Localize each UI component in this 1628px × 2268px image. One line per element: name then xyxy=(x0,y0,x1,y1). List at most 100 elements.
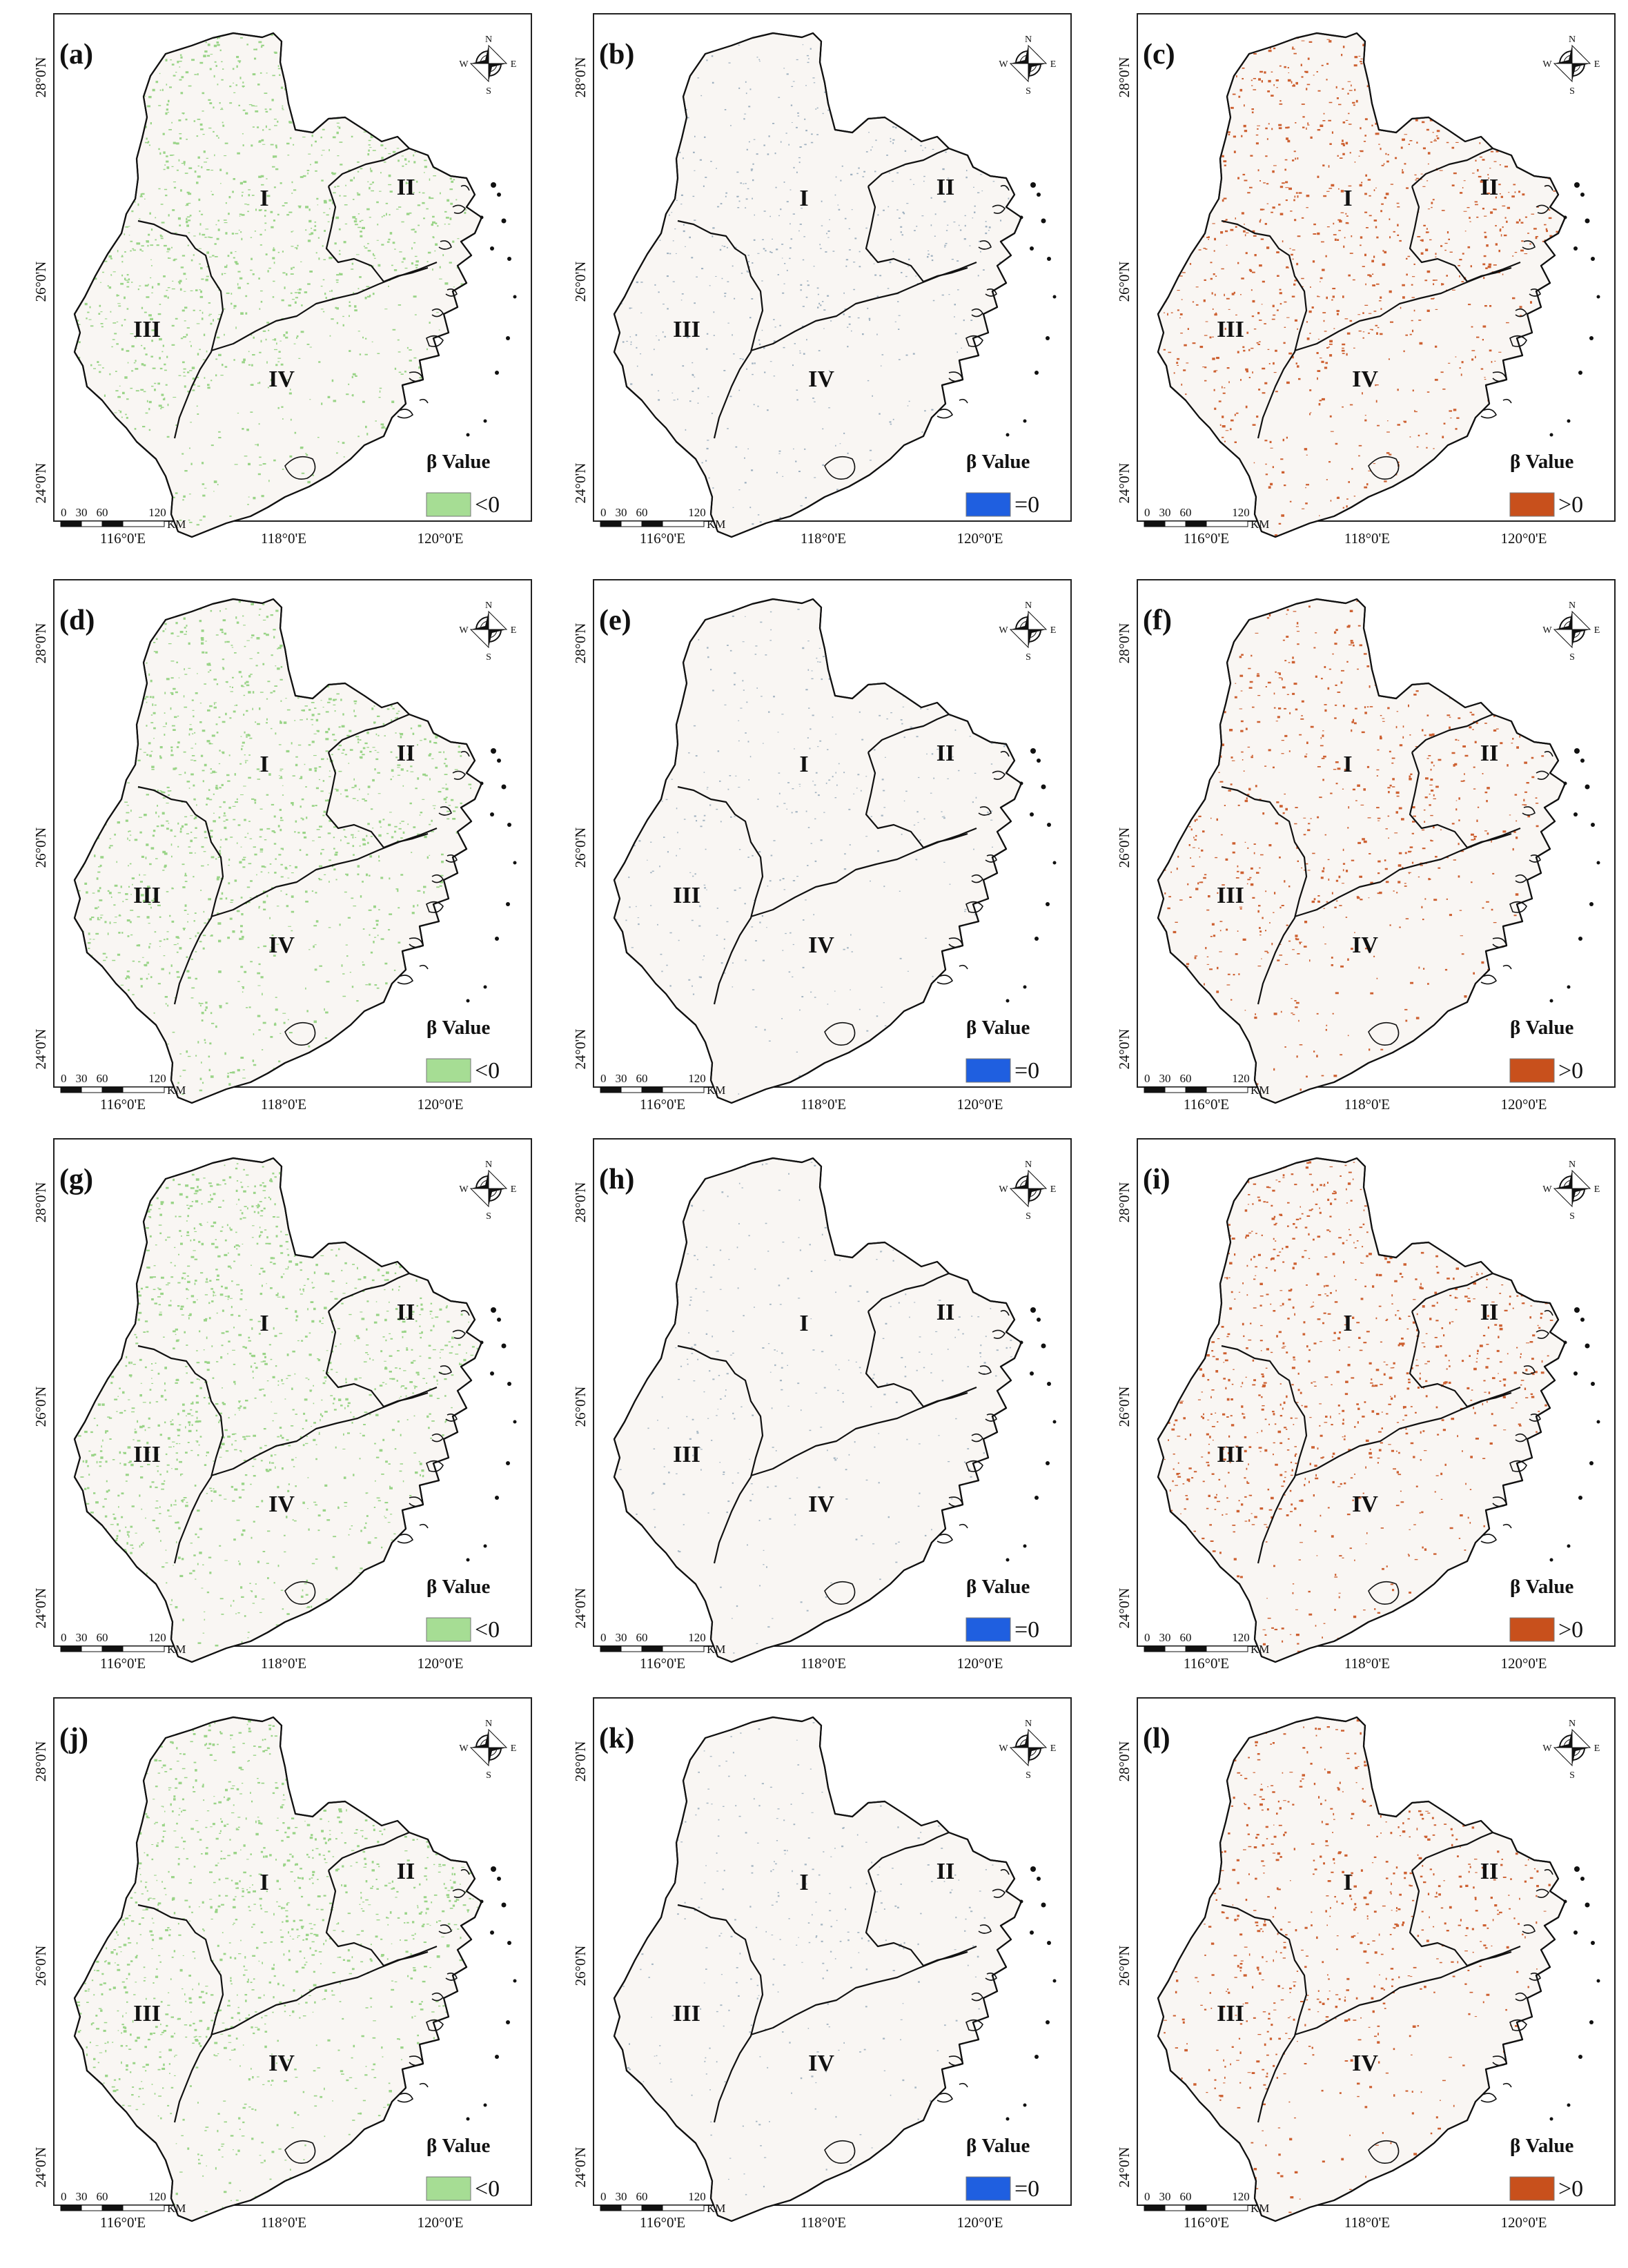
longitude-label: 116°0'E xyxy=(1184,1655,1229,1672)
island xyxy=(1567,1544,1571,1548)
scale-tick-label: 30 xyxy=(1159,1072,1171,1085)
latitude-label: 24°0'N xyxy=(1116,463,1132,504)
region-label: II xyxy=(1480,1859,1498,1884)
region-label: IV xyxy=(1352,1492,1378,1517)
island xyxy=(1578,2055,1582,2059)
island xyxy=(1574,748,1580,754)
island xyxy=(1034,371,1039,375)
compass-east-label: E xyxy=(511,1184,517,1195)
latitude-label: 26°0'N xyxy=(32,1946,49,1986)
longitude-label: 116°0'E xyxy=(100,530,146,547)
longitude-label: 120°0'E xyxy=(1500,530,1547,547)
latitude-label: 26°0'N xyxy=(572,262,589,302)
island xyxy=(1052,861,1057,865)
region-label: II xyxy=(936,741,954,766)
longitude-label: 116°0'E xyxy=(100,1655,146,1672)
compass-north-label: N xyxy=(1569,600,1576,611)
legend-title: β Value xyxy=(1510,451,1573,473)
compass-east-label: E xyxy=(1594,1743,1600,1754)
latitude-label: 28°0'N xyxy=(572,623,589,664)
latitude-label: 26°0'N xyxy=(1116,262,1132,302)
island xyxy=(507,823,511,827)
scale-unit-label: KM xyxy=(167,1084,186,1097)
island xyxy=(1034,937,1039,941)
region-boundary xyxy=(1409,1311,1512,1408)
panel-label: (d) xyxy=(59,605,95,636)
region-boundary xyxy=(867,147,950,187)
island xyxy=(507,257,511,261)
legend-swatch xyxy=(1509,492,1555,517)
island xyxy=(1046,902,1050,906)
island xyxy=(491,1866,496,1872)
region-label: IV xyxy=(808,2051,834,2076)
region-label: I xyxy=(1343,1311,1352,1336)
panel-label: (k) xyxy=(599,1723,634,1754)
island xyxy=(513,1420,517,1424)
scale-tick-label: 120 xyxy=(148,1072,166,1085)
island xyxy=(497,193,501,197)
scale-unit-label: KM xyxy=(1251,2202,1269,2215)
latitude-label: 24°0'N xyxy=(32,2147,49,2188)
region-label: IV xyxy=(268,1492,295,1517)
island xyxy=(1030,748,1036,754)
island xyxy=(1023,1544,1027,1548)
scale-tick-label: 60 xyxy=(636,1072,648,1085)
longitude-label: 118°0'E xyxy=(261,1655,306,1672)
region-boundary xyxy=(325,1311,429,1408)
island xyxy=(480,1899,484,1904)
scale-tick-label: 120 xyxy=(688,2190,706,2203)
scale-unit-label: KM xyxy=(707,1084,725,1097)
island xyxy=(483,419,487,423)
island xyxy=(1580,1877,1585,1881)
compass-south-label: S xyxy=(1026,652,1031,663)
north-arrow-icon: N S E W xyxy=(1542,35,1600,97)
north-arrow-icon: N S E W xyxy=(999,600,1056,663)
legend-label: =0 xyxy=(1014,1058,1039,1084)
island xyxy=(501,784,507,790)
compass-north-label: N xyxy=(485,1719,492,1729)
compass-east-label: E xyxy=(1594,1184,1600,1195)
latitude-label: 24°0'N xyxy=(32,1588,49,1629)
longitude-label: 118°0'E xyxy=(261,2214,306,2231)
island xyxy=(1585,218,1590,224)
legend-swatch xyxy=(965,1058,1011,1083)
region-label: I xyxy=(259,1870,268,1895)
region-boundary xyxy=(328,147,410,187)
scale-tick-label: 0 xyxy=(1144,1072,1150,1085)
region-boundary xyxy=(325,1870,429,1967)
island xyxy=(490,1930,494,1935)
scale-tick-label: 30 xyxy=(1159,1631,1171,1644)
island xyxy=(1596,1979,1600,1983)
island xyxy=(466,433,470,437)
region-boundary xyxy=(137,219,224,439)
scale-tick-label: 30 xyxy=(616,1631,627,1644)
island xyxy=(1030,1930,1034,1935)
island xyxy=(497,1877,501,1881)
scale-tick-label: 30 xyxy=(1159,506,1171,519)
island xyxy=(501,1902,507,1908)
region-boundary xyxy=(1409,1870,1512,1967)
scale-tick-label: 60 xyxy=(1180,2190,1192,2203)
island xyxy=(1037,759,1041,763)
island xyxy=(513,295,517,299)
region-label: III xyxy=(133,2001,161,2026)
island xyxy=(1578,371,1582,375)
longitude-label: 118°0'E xyxy=(801,1096,846,1113)
scale-tick-label: 0 xyxy=(61,2190,67,2203)
island xyxy=(1046,336,1050,340)
beta-texture xyxy=(1158,1717,1565,2221)
island xyxy=(495,371,499,375)
island xyxy=(1573,246,1578,251)
latitude-label: 28°0'N xyxy=(572,57,589,98)
island xyxy=(507,1382,511,1386)
island xyxy=(1030,182,1036,188)
island xyxy=(1046,2020,1050,2024)
island xyxy=(1006,999,1010,1003)
longitude-label: 118°0'E xyxy=(801,530,846,547)
latitude-label: 26°0'N xyxy=(32,1387,49,1427)
